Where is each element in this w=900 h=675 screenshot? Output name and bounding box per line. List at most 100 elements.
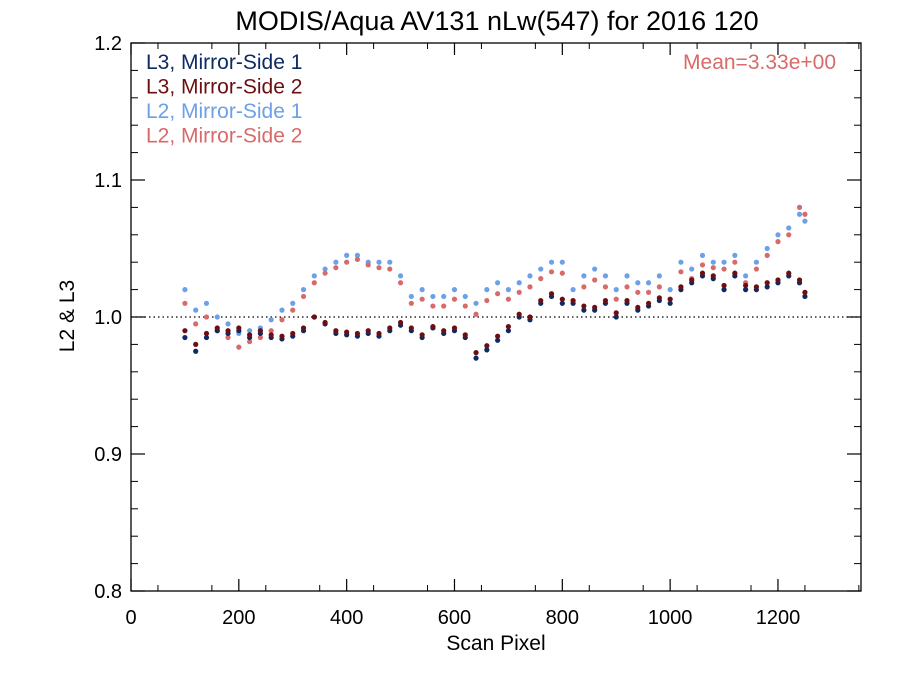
point-l2-mirror-side-1 — [710, 259, 716, 265]
point-l3-mirror-side-2 — [495, 333, 501, 339]
point-l2-mirror-side-1 — [775, 232, 781, 238]
point-l3-mirror-side-2 — [290, 330, 296, 337]
point-l3-mirror-side-2 — [635, 304, 641, 311]
point-l2-mirror-side-1 — [581, 273, 587, 279]
legend-entry: L3, Mirror-Side 2 — [146, 76, 302, 99]
point-l2-mirror-side-1 — [505, 287, 512, 293]
point-l3-mirror-side-2 — [796, 277, 803, 283]
point-l3-mirror-side-2 — [645, 300, 652, 306]
point-l2-mirror-side-2 — [527, 284, 533, 290]
point-l3-mirror-side-2 — [311, 314, 317, 320]
point-l2-mirror-side-1 — [667, 287, 673, 293]
point-l2-mirror-side-2 — [656, 284, 662, 290]
point-l2-mirror-side-2 — [796, 204, 803, 210]
point-l3-mirror-side-2 — [592, 304, 598, 311]
point-l3-mirror-side-2 — [397, 319, 404, 326]
axis-ticks — [130, 42, 861, 592]
point-l2-mirror-side-1 — [193, 307, 199, 313]
point-l2-mirror-side-1 — [214, 314, 220, 320]
point-l2-mirror-side-2 — [613, 296, 619, 302]
point-l2-mirror-side-2 — [678, 269, 684, 275]
point-l2-mirror-side-1 — [656, 273, 662, 279]
point-l3-mirror-side-2 — [527, 314, 533, 320]
point-l2-mirror-side-1 — [311, 273, 317, 279]
point-l2-mirror-side-1 — [624, 273, 630, 279]
point-l2-mirror-side-1 — [225, 321, 231, 327]
point-l2-mirror-side-1 — [473, 300, 479, 306]
point-l2-mirror-side-1 — [495, 280, 501, 286]
point-l3-mirror-side-2 — [613, 310, 619, 316]
point-l2-mirror-side-1 — [796, 211, 803, 217]
point-l2-mirror-side-1 — [721, 259, 727, 265]
point-l2-mirror-side-2 — [365, 262, 371, 268]
point-l3-mirror-side-1 — [484, 347, 490, 353]
point-l2-mirror-side-1 — [570, 287, 576, 293]
point-l3-mirror-side-2 — [689, 277, 695, 283]
point-l2-mirror-side-1 — [408, 293, 414, 300]
point-l3-mirror-side-1 — [505, 328, 512, 334]
point-l3-mirror-side-2 — [732, 270, 738, 276]
point-l3-mirror-side-2 — [667, 296, 673, 302]
point-l3-mirror-side-1 — [203, 334, 210, 341]
point-l2-mirror-side-1 — [441, 293, 447, 300]
mean-annotation: Mean=3.33e+00 — [683, 51, 836, 74]
point-l3-mirror-side-2 — [721, 282, 727, 289]
point-l3-mirror-side-2 — [656, 295, 662, 301]
point-l2-mirror-side-2 — [548, 269, 555, 275]
point-l3-mirror-side-1 — [182, 334, 188, 341]
point-l3-mirror-side-2 — [430, 323, 436, 330]
point-l3-mirror-side-2 — [505, 323, 512, 330]
point-l2-mirror-side-2 — [624, 284, 630, 290]
point-l2-mirror-side-2 — [764, 252, 770, 258]
point-l3-mirror-side-2 — [322, 319, 328, 326]
y-tick-label: 0.8 — [94, 581, 122, 603]
plot-area — [130, 42, 862, 592]
point-l2-mirror-side-1 — [268, 317, 274, 323]
point-l3-mirror-side-2 — [581, 303, 587, 309]
point-l3-mirror-side-2 — [257, 328, 263, 334]
point-l2-mirror-side-2 — [495, 291, 501, 297]
point-l2-mirror-side-2 — [268, 328, 274, 334]
point-l3-mirror-side-2 — [743, 282, 749, 289]
legend-entry: L2, Mirror-Side 1 — [146, 100, 302, 123]
point-l3-mirror-side-2 — [775, 277, 781, 283]
point-l2-mirror-side-2 — [236, 344, 242, 350]
point-l2-mirror-side-1 — [645, 280, 652, 286]
point-l2-mirror-side-2 — [721, 266, 727, 272]
point-l2-mirror-side-2 — [247, 339, 253, 345]
point-l2-mirror-side-2 — [516, 289, 522, 295]
point-l2-mirror-side-2 — [257, 334, 263, 341]
point-l2-mirror-side-1 — [678, 259, 684, 265]
point-l3-mirror-side-2 — [678, 284, 684, 290]
x-tick-label: 1200 — [756, 607, 801, 629]
point-l3-mirror-side-2 — [419, 332, 425, 338]
point-l3-mirror-side-2 — [570, 297, 576, 304]
point-l2-mirror-side-1 — [387, 259, 393, 265]
legend: L3, Mirror-Side 1L3, Mirror-Side 2L2, Mi… — [146, 51, 302, 148]
point-l3-mirror-side-1 — [743, 287, 749, 293]
point-l2-mirror-side-1 — [430, 293, 436, 300]
point-l3-mirror-side-2 — [376, 330, 382, 337]
point-l2-mirror-side-1 — [354, 252, 361, 258]
point-l3-mirror-side-2 — [538, 297, 544, 304]
point-l3-mirror-side-2 — [203, 330, 210, 337]
point-l3-mirror-side-2 — [333, 328, 339, 334]
point-l2-mirror-side-2 — [786, 232, 792, 238]
point-l2-mirror-side-2 — [322, 270, 328, 276]
point-l3-mirror-side-1 — [802, 293, 808, 300]
point-l2-mirror-side-2 — [451, 296, 458, 302]
point-l3-mirror-side-2 — [441, 328, 447, 334]
x-axis-label: Scan Pixel — [446, 632, 545, 655]
point-l3-mirror-side-1 — [193, 348, 199, 354]
point-l2-mirror-side-1 — [333, 259, 339, 265]
point-l2-mirror-side-1 — [376, 259, 382, 265]
point-l2-mirror-side-1 — [753, 259, 760, 265]
point-l2-mirror-side-2 — [538, 276, 544, 282]
point-l2-mirror-side-2 — [300, 293, 307, 300]
point-l2-mirror-side-2 — [645, 289, 652, 295]
x-tick-label: 0 — [125, 607, 136, 629]
point-l2-mirror-side-1 — [527, 273, 533, 279]
point-l2-mirror-side-2 — [505, 296, 512, 302]
point-l3-mirror-side-2 — [516, 311, 522, 317]
